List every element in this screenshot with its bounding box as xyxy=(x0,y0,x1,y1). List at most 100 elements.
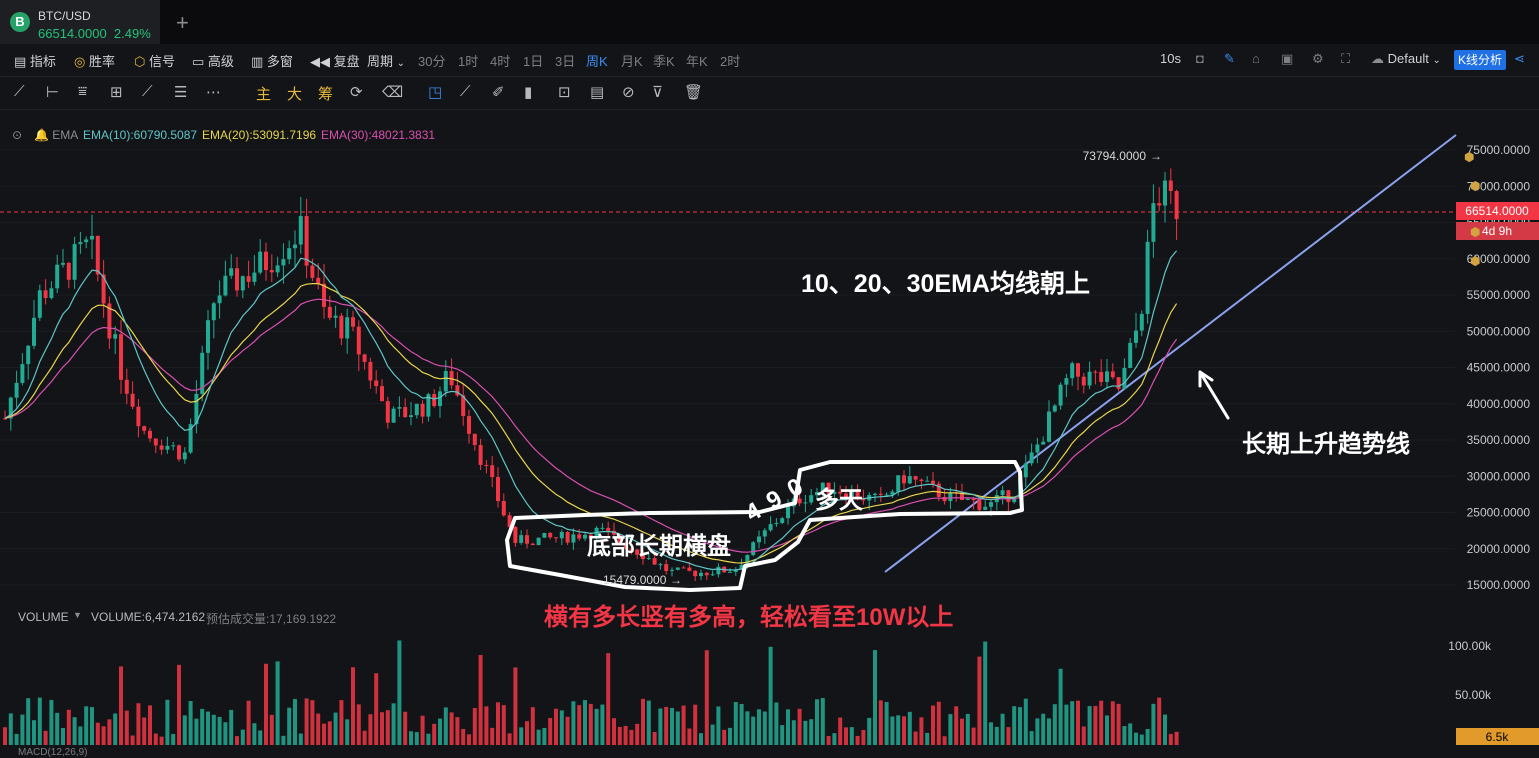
candle-body xyxy=(983,506,988,510)
crosshair-tool-icon[interactable]: ⊞ xyxy=(110,84,123,101)
magnet-icon[interactable]: ⟳ xyxy=(350,84,363,101)
collapse-legend-icon[interactable]: ⊙ xyxy=(12,128,23,142)
price-axis-label: 40000.0000 xyxy=(1467,397,1531,411)
candle-body xyxy=(449,371,454,386)
note-icon[interactable]: ▤ xyxy=(590,84,605,101)
eraser-icon[interactable]: ⌫ xyxy=(382,84,404,101)
volume-bar xyxy=(496,702,500,745)
drawing-toolbar: ⟋ ⊢ ⩸ ⊞ ⟋ ☰ ⋯ 主 大 筹 ⟳ ⌫ ◳ ⟋ ✐ ▮ ⊡ ▤ ⊘ ⊽ … xyxy=(0,77,1539,110)
camera-icon[interactable]: ◘ xyxy=(1196,51,1204,66)
more-tools-icon[interactable]: ⋯ xyxy=(206,84,221,101)
candle-body xyxy=(8,397,13,419)
trash-icon[interactable]: 🗑 xyxy=(684,84,704,101)
layout-dropdown[interactable]: ☁ Default ⌄ xyxy=(1371,51,1441,67)
filter-icon[interactable]: ⊽ xyxy=(652,84,663,101)
candle-body xyxy=(1052,405,1057,412)
settings-gear-icon[interactable]: ⚙ xyxy=(1312,51,1324,66)
candle-body xyxy=(461,395,466,417)
interval-2h[interactable]: 2时 xyxy=(720,54,741,69)
candle-body xyxy=(316,277,321,284)
kline-analysis-button[interactable]: K线分析 xyxy=(1454,50,1506,70)
volume-bar xyxy=(623,725,628,745)
fib-tool-icon[interactable]: ☰ xyxy=(174,84,188,101)
interval-quarter[interactable]: 季K xyxy=(653,54,675,69)
candle-body xyxy=(55,264,60,289)
candle-body xyxy=(670,569,674,571)
candle-body xyxy=(559,531,564,539)
trendline-tool-icon[interactable]: ⟋ xyxy=(14,83,25,100)
candlestick-chart[interactable]: 75000.000070000.000065000.000060000.0000… xyxy=(0,109,1539,756)
volume-bar xyxy=(37,697,42,745)
alert-marker-icon[interactable]: ⬢ xyxy=(1470,179,1480,193)
volume-bar xyxy=(780,725,785,745)
volume-bar xyxy=(310,700,315,745)
volume-bars xyxy=(3,640,1179,745)
candle-body xyxy=(443,371,448,392)
fullscreen-icon[interactable]: ⛶ xyxy=(1341,51,1351,66)
candle-body xyxy=(72,244,77,280)
add-tab-button[interactable]: + xyxy=(176,10,189,35)
tab-symbol: BTC/USD xyxy=(38,9,91,23)
signal-button[interactable]: ⬡ 信号 xyxy=(134,54,175,69)
interval-year[interactable]: 年K xyxy=(686,54,708,69)
ray-tool-icon[interactable]: ⟋ xyxy=(142,83,153,100)
big-order-button[interactable]: 大 xyxy=(287,86,303,103)
candle-body xyxy=(536,537,541,546)
interval-1d[interactable]: 1日 xyxy=(523,54,544,69)
chevron-down-icon[interactable]: ▼ xyxy=(73,610,82,620)
volume-bar xyxy=(884,702,889,745)
select-tool-icon[interactable]: ◳ xyxy=(428,84,443,101)
hide-icon[interactable]: ⊘ xyxy=(622,84,635,101)
interval-1mo[interactable]: 月K xyxy=(621,54,643,69)
advanced-button[interactable]: ▭ 高级 xyxy=(192,54,234,69)
refresh-rate[interactable]: 10s xyxy=(1160,51,1181,66)
candle-body xyxy=(484,464,489,466)
volume-bar xyxy=(896,715,901,745)
interval-1w[interactable]: 周K xyxy=(586,54,608,69)
volume-bar xyxy=(739,703,744,745)
interval-1h[interactable]: 1时 xyxy=(458,54,479,69)
candle-body xyxy=(681,567,686,569)
ruler-icon[interactable]: ⟋ xyxy=(460,83,471,100)
volume-bar xyxy=(1145,728,1150,745)
template-icon[interactable]: ▣ xyxy=(1281,51,1294,66)
indicators-button[interactable]: ▤ 指标 xyxy=(14,54,56,69)
volume-bar xyxy=(3,727,7,745)
symbol-tab[interactable]: B BTC/USD 66514.0000 2.49% xyxy=(0,0,160,44)
volume-bar xyxy=(49,699,54,745)
brush-icon[interactable]: ✐ xyxy=(492,84,505,101)
main-force-button[interactable]: 主 xyxy=(256,86,272,103)
horizontal-line-tool-icon[interactable]: ⊢ xyxy=(46,84,60,101)
volume-bar xyxy=(101,726,106,745)
interval-3d[interactable]: 3日 xyxy=(555,54,576,69)
volume-bar xyxy=(1018,707,1022,745)
pen-icon[interactable]: ✎ xyxy=(1224,51,1235,66)
interval-4h[interactable]: 4时 xyxy=(490,54,511,69)
alert-marker-icon[interactable]: ⬢ xyxy=(1470,225,1480,239)
candle-body xyxy=(658,564,663,566)
interval-30m[interactable]: 30分 xyxy=(418,54,446,69)
volume-bar xyxy=(1006,727,1011,745)
alert-icon[interactable]: ⌂ xyxy=(1252,51,1260,66)
lock-icon[interactable]: ⊡ xyxy=(558,84,571,101)
multi-window-button[interactable]: ▥ 多窗 xyxy=(251,54,293,69)
share-icon[interactable]: ⋖ xyxy=(1514,51,1525,66)
volume-bar xyxy=(124,710,129,745)
candle-body xyxy=(496,477,500,502)
candle-body xyxy=(977,500,982,510)
alert-marker-icon[interactable]: ⬢ xyxy=(1464,150,1474,164)
period-dropdown[interactable]: 周期 ⌄ xyxy=(367,51,405,70)
volume-bar xyxy=(530,707,535,745)
volume-bar xyxy=(368,714,373,745)
chip-button[interactable]: 筹 xyxy=(318,86,334,103)
channel-tool-icon[interactable]: ⩸ xyxy=(78,83,88,100)
volume-bar xyxy=(1070,701,1075,745)
replay-button[interactable]: ◀◀ 复盘 xyxy=(310,54,360,69)
volume-bar xyxy=(658,708,663,745)
candle-body xyxy=(989,502,993,507)
candle-tool-icon[interactable]: ▮ xyxy=(524,84,533,101)
winrate-button[interactable]: ◎ 胜率 xyxy=(74,54,115,69)
candle-body xyxy=(913,476,918,480)
alert-marker-icon[interactable]: ⬢ xyxy=(1470,254,1480,268)
candle-body xyxy=(113,334,118,339)
